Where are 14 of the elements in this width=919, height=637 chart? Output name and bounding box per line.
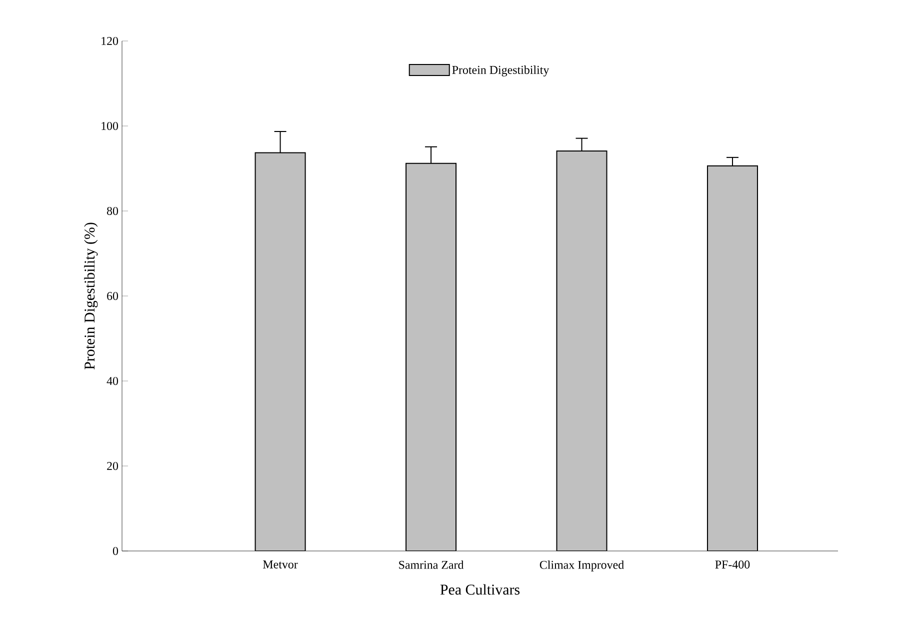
x-tick-label: PF-400 [715, 560, 750, 569]
y-tick-label: 120 [102, 36, 118, 46]
y-tick-label: 40 [106, 376, 118, 386]
y-tick-label: 80 [106, 206, 118, 216]
legend-label: Protein Digestibility [452, 66, 550, 76]
y-tick-label: 100 [102, 122, 118, 130]
y-tick-label: 20 [107, 462, 118, 470]
x-tick-label: Climax Improved [540, 560, 624, 572]
y-tick-label: 60 [107, 292, 118, 300]
y-tick-label: 0 [112, 546, 118, 556]
x-axis-title: Pea Cultivars [440, 584, 520, 595]
y-axis-title: Protein Digestibility (%) [84, 222, 98, 370]
x-tick-label: Metvor [263, 560, 298, 568]
x-tick-label: Samrina Zard [399, 560, 464, 569]
